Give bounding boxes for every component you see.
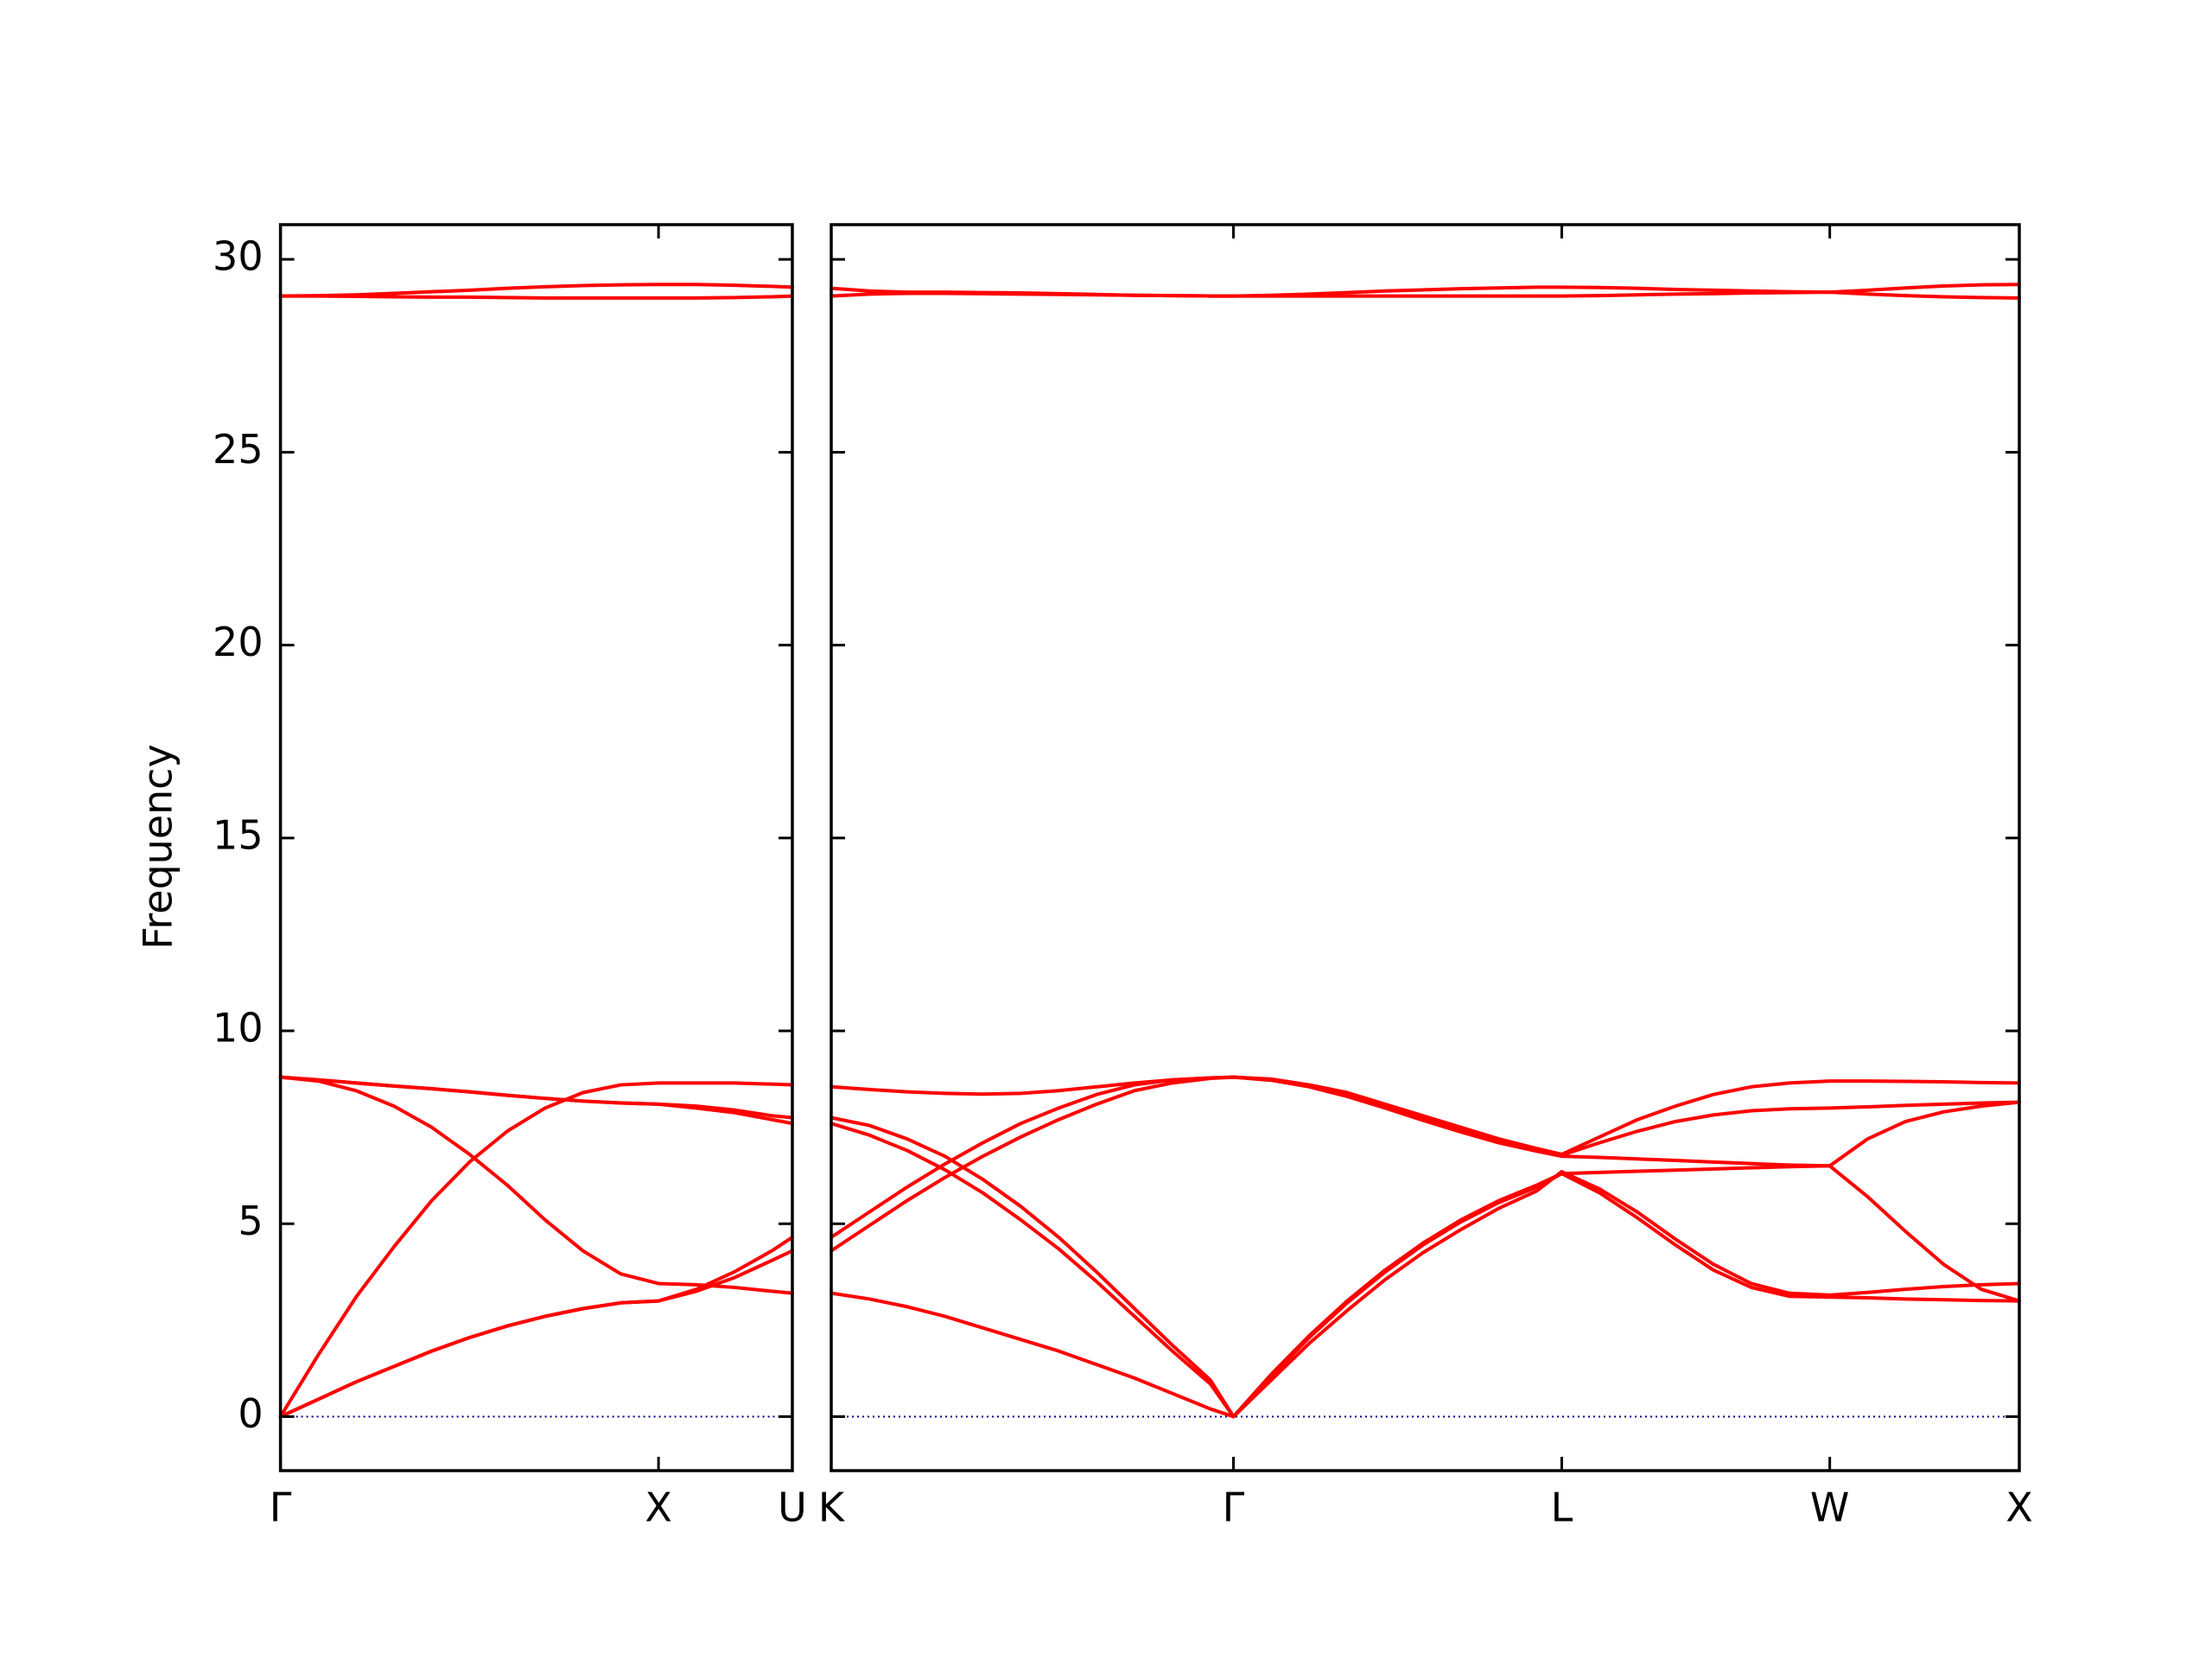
y-tick-label: 30 — [213, 233, 264, 280]
x-tick-label: X — [2005, 1484, 2033, 1531]
band-line — [278, 1075, 794, 1126]
band-line — [278, 1249, 794, 1419]
band-line — [830, 1075, 2021, 1156]
band-line — [278, 1075, 794, 1295]
band-line — [830, 1122, 2021, 1419]
y-tick-label: 25 — [213, 426, 264, 473]
band-line — [278, 1081, 794, 1419]
band-line — [830, 1172, 2021, 1419]
x-tick-label: L — [1551, 1484, 1573, 1531]
x-tick-label: X — [645, 1484, 672, 1531]
x-tick-label: K — [818, 1484, 846, 1531]
panel-frame — [278, 223, 794, 1472]
y-tick-label: 20 — [213, 619, 264, 665]
panel-frame — [830, 223, 2021, 1472]
band-line — [830, 290, 2021, 300]
x-tick-label: U — [778, 1484, 807, 1531]
band-line — [278, 1235, 794, 1419]
y-tick-label: 0 — [238, 1390, 263, 1437]
y-tick-label: 15 — [213, 811, 264, 858]
y-tick-label: 5 — [238, 1198, 263, 1244]
band-line — [830, 1075, 2021, 1253]
x-tick-label: W — [1810, 1484, 1849, 1531]
band-line — [278, 294, 794, 300]
band-line — [830, 1116, 2021, 1419]
x-tick-label: Γ — [270, 1484, 292, 1531]
band-line — [278, 283, 794, 298]
x-tick-label: Γ — [1223, 1484, 1245, 1531]
y-axis-label: Frequency — [135, 744, 181, 950]
y-tick-label: 10 — [213, 1005, 264, 1052]
